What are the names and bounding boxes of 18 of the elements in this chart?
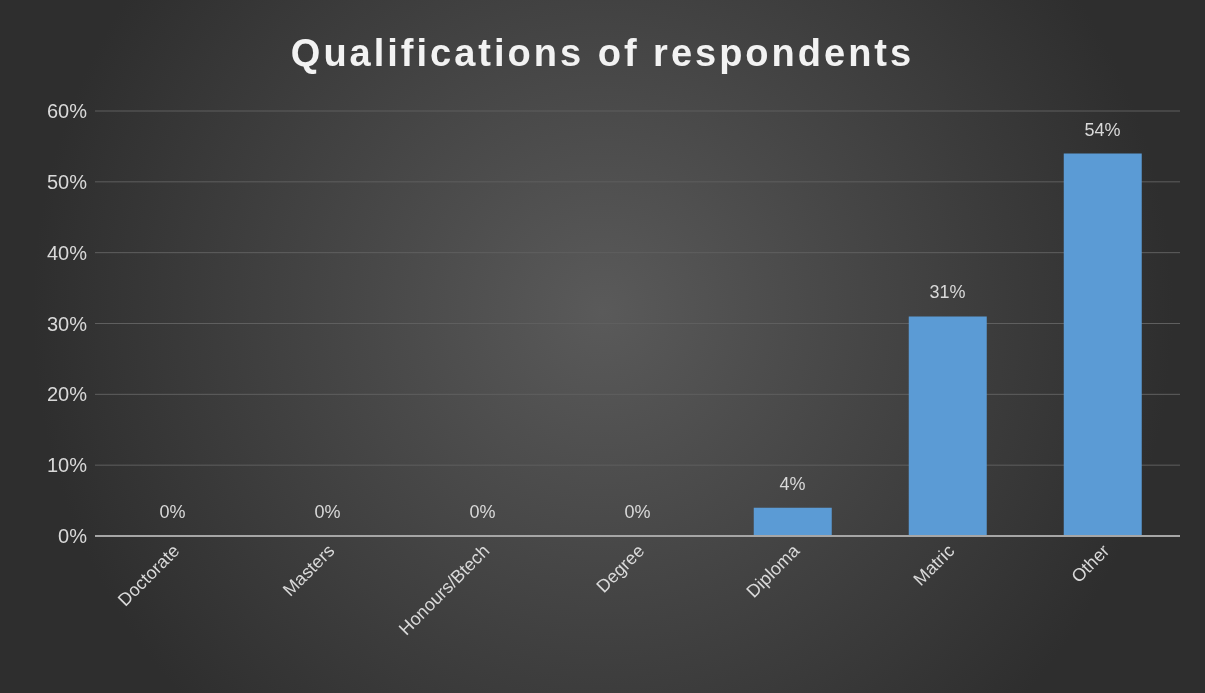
data-label: 0% xyxy=(624,502,651,522)
y-tick-label: 40% xyxy=(46,241,88,264)
data-label: 4% xyxy=(779,473,806,494)
bar xyxy=(1063,153,1142,536)
data-label: 0% xyxy=(159,502,186,522)
y-tick-label: 50% xyxy=(46,170,88,193)
chart-title: Qualifications of respondents xyxy=(289,32,916,75)
bar xyxy=(908,316,987,536)
data-label: 54% xyxy=(1084,119,1121,140)
data-label: 0% xyxy=(469,502,496,522)
data-label: 31% xyxy=(929,282,966,303)
y-tick-label: 20% xyxy=(46,383,88,406)
y-tick-label: 30% xyxy=(46,312,88,335)
y-tick-label: 0% xyxy=(58,525,88,548)
y-tick-label: 10% xyxy=(46,454,88,477)
data-label: 0% xyxy=(314,502,341,522)
y-tick-label: 60% xyxy=(46,100,88,123)
bar xyxy=(753,507,832,536)
